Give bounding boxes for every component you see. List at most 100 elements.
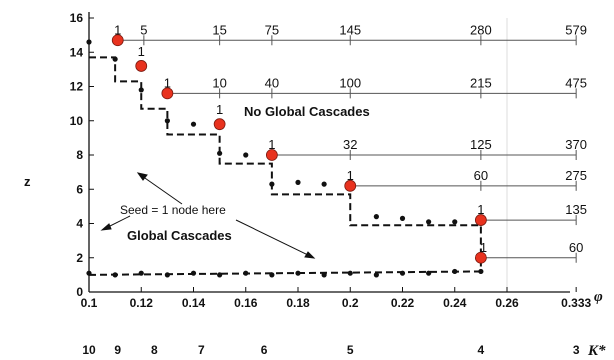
black-point bbox=[243, 152, 249, 158]
horizontal-lines bbox=[117, 35, 577, 263]
cascade-size-label: 475 bbox=[565, 75, 587, 90]
y-tick-label: 14 bbox=[70, 45, 84, 59]
black-point bbox=[373, 214, 379, 220]
black-point bbox=[190, 121, 197, 127]
arrow-right bbox=[235, 219, 311, 257]
cascade-size-label: 5 bbox=[140, 22, 147, 37]
lower-boundary bbox=[88, 270, 481, 276]
red-point bbox=[161, 87, 174, 100]
y-tick-label: 4 bbox=[76, 217, 83, 231]
y-tick-label: 6 bbox=[76, 182, 83, 196]
cascade-size-label: 40 bbox=[265, 75, 279, 90]
seed-arrows bbox=[100, 172, 316, 259]
cascade-size-label: 370 bbox=[565, 137, 587, 152]
black-point bbox=[269, 181, 275, 187]
cascade-size-label: 1 bbox=[268, 137, 275, 152]
arrow-left-head bbox=[100, 223, 112, 231]
black-point bbox=[295, 270, 301, 276]
seed-label: Seed = 1 node here bbox=[120, 203, 226, 217]
y-tick-label: 0 bbox=[76, 285, 83, 299]
arrow-up-head bbox=[136, 172, 148, 181]
black-point bbox=[452, 219, 458, 225]
x-tick-label: 0.18 bbox=[286, 296, 310, 310]
cascade-size-label: 579 bbox=[565, 22, 587, 37]
red-point bbox=[135, 60, 148, 72]
x-tick-label: 0.16 bbox=[234, 296, 258, 310]
y-tick-label: 12 bbox=[70, 80, 84, 94]
no-global-cascades-label: No Global Cascades bbox=[244, 104, 370, 119]
black-point bbox=[321, 181, 327, 187]
arrow-up bbox=[141, 175, 183, 205]
black-point bbox=[426, 219, 432, 225]
black-point bbox=[269, 272, 275, 278]
black-point bbox=[399, 215, 406, 221]
cascade-size-label: 275 bbox=[565, 168, 587, 183]
cascade-size-label: 1 bbox=[114, 22, 121, 37]
y-tick-label: 2 bbox=[76, 251, 83, 265]
cascade-size-label: 135 bbox=[565, 202, 587, 217]
x-axis-label: φ bbox=[594, 289, 603, 305]
cascade-size-label: 280 bbox=[470, 22, 492, 37]
k-axis-label: K* bbox=[587, 343, 606, 359]
data-points bbox=[86, 34, 487, 278]
upper-boundary bbox=[89, 56, 482, 272]
k-tick-label: 6 bbox=[261, 343, 268, 357]
cascade-size-label: 145 bbox=[339, 22, 361, 37]
cascade-size-label: 60 bbox=[569, 240, 583, 255]
x-tick-label: 0.2 bbox=[342, 296, 359, 310]
cascade-size-label: 15 bbox=[212, 22, 226, 37]
x-tick-label: 0.26 bbox=[495, 296, 519, 310]
k-tick-label: 4 bbox=[478, 343, 485, 357]
k-tick-label: 7 bbox=[198, 343, 205, 357]
x-tick-label: 0.22 bbox=[391, 296, 415, 310]
k-tick-label: 8 bbox=[151, 343, 158, 357]
black-point bbox=[112, 56, 118, 62]
x-tick-label: 0.333 bbox=[561, 296, 591, 310]
black-point bbox=[399, 270, 406, 276]
black-point bbox=[217, 272, 223, 278]
black-point bbox=[426, 270, 432, 276]
black-point bbox=[373, 272, 379, 278]
black-point bbox=[190, 270, 197, 276]
x-tick-label: 0.12 bbox=[130, 296, 154, 310]
cascade-size-label: 125 bbox=[470, 137, 492, 152]
k-tick-label: 9 bbox=[114, 343, 121, 357]
global-cascades-label: Global Cascades bbox=[127, 228, 232, 243]
black-point bbox=[138, 87, 144, 93]
cascade-size-label: 60 bbox=[474, 168, 488, 183]
x-tick-label: 0.24 bbox=[443, 296, 467, 310]
red-point bbox=[474, 251, 487, 264]
black-point bbox=[164, 272, 170, 278]
cascade-size-label: 215 bbox=[470, 75, 492, 90]
k-tick-label: 10 bbox=[82, 343, 96, 357]
cascade-size-label: 32 bbox=[343, 137, 357, 152]
black-point bbox=[478, 268, 484, 275]
black-point bbox=[138, 270, 144, 276]
black-point bbox=[112, 272, 118, 278]
black-point bbox=[243, 270, 249, 276]
red-point bbox=[111, 34, 124, 47]
red-point bbox=[344, 179, 357, 192]
y-tick-label: 10 bbox=[70, 114, 84, 128]
black-point bbox=[295, 179, 301, 185]
black-point bbox=[321, 272, 327, 278]
black-point bbox=[347, 270, 353, 276]
y-tick-label: 8 bbox=[76, 148, 83, 162]
boundary-lines bbox=[88, 56, 482, 276]
y-axis-label: z bbox=[24, 174, 31, 189]
cascade-size-label: 1 bbox=[164, 75, 171, 90]
cascade-size-label: 1 bbox=[477, 202, 484, 217]
black-point bbox=[164, 118, 170, 124]
black-point bbox=[452, 268, 458, 275]
point-label: 1 bbox=[216, 102, 223, 117]
cascade-size-label: 75 bbox=[265, 22, 279, 37]
x-tick-label: 0.14 bbox=[182, 296, 206, 310]
cascade-size-label: 10 bbox=[212, 75, 226, 90]
point-label: 1 bbox=[138, 44, 145, 59]
red-point bbox=[474, 214, 487, 226]
red-point bbox=[265, 149, 278, 161]
y-tick-label: 16 bbox=[70, 11, 84, 25]
